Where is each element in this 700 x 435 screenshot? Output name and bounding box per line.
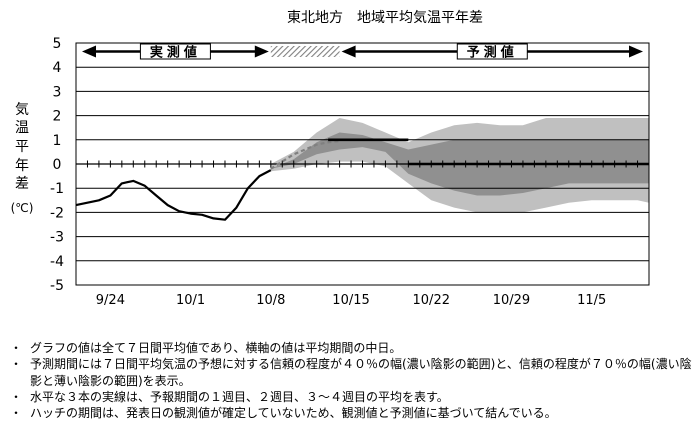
y-tick-label: 5 (53, 36, 62, 52)
note-item: ・ハッチの期間は、発表日の観測値が確定していないため、観測値と予測値に基づいて結… (10, 405, 698, 421)
hatch-period-bar (270, 46, 340, 57)
series-lines (75, 138, 649, 221)
observed-line (75, 169, 272, 221)
y-tick-label: 4 (53, 60, 62, 76)
observed-arrow-head (254, 45, 269, 58)
observed-label: 実測値 (150, 45, 201, 61)
forecast-label-box (456, 43, 528, 60)
y-tick-label: 2 (53, 109, 62, 125)
temperature-anomaly-chart: 東北地方 地域平均気温平年差 気温平年差 (℃) 実測値 予測値 5 4 3 2 1 0 -1 -… (11, 10, 650, 308)
hatch-connecting-line (270, 139, 340, 170)
note-text: 予測期間には７日間平均気温の予想に対する信頼の程度が４０％の幅(濃い陰影の範囲)… (30, 357, 692, 388)
y-tick-label: -1 (50, 181, 64, 197)
y-tick-label: 1 (53, 133, 62, 149)
x-tick-label: 10/8 (256, 293, 285, 308)
note-item: ・予測期間には７日間平均気温の予想に対する信頼の程度が４０％の幅(濃い陰影の範囲… (10, 356, 698, 389)
bullet: ・ (10, 406, 23, 421)
y-axis-label-char: 温 (15, 120, 29, 136)
forecast-arrow-head (341, 45, 356, 58)
tick-labels: 5 4 3 2 1 0 -1 -2 -3 -4 -5 9/24 10/1 10/8 10/15 10/22 10… (50, 36, 606, 308)
y-axis-label-char: 年 (15, 158, 29, 174)
forecast-arrow-head (629, 45, 643, 58)
x-tick-label: 9/24 (96, 293, 125, 308)
period-header: 実測値 予測値 (82, 43, 643, 61)
observed-label-box (139, 43, 211, 60)
y-tick-label: -4 (50, 254, 64, 270)
x-tick-label: 10/1 (176, 293, 205, 308)
chart-title: 東北地方 地域平均気温平年差 (287, 10, 483, 26)
y-axis-label: 気温平年差 (℃) (11, 102, 34, 215)
bullet: ・ (10, 389, 23, 404)
note-item: ・水平な３本の実線は、予報期間の１週目、２週目、３～４週目の平均を表す。 (10, 389, 698, 405)
y-tick-label: 0 (53, 157, 62, 173)
bullet: ・ (10, 341, 23, 355)
note-text: グラフの値は全て７日間平均値であり、横軸の値は平均期間の中日。 (30, 341, 402, 355)
y-tick-label: -3 (50, 230, 64, 246)
bullet: ・ (10, 357, 23, 372)
note-text: ハッチの期間は、発表日の観測値が確定していないため、観測値と予測値に基づいて結ん… (30, 406, 557, 421)
y-axis-label-char: 差 (15, 176, 29, 192)
x-tick-label: 11/5 (577, 293, 606, 308)
y-axis-label-char: 気 (15, 102, 29, 118)
x-tick-label: 10/22 (413, 293, 450, 308)
notes-list: ・グラフの値は全て７日間平均値であり、横軸の値は平均期間の中日。 ・予測期間には… (10, 340, 698, 421)
x-tick-label: 10/29 (493, 293, 530, 308)
observed-arrow-head (82, 45, 96, 58)
y-axis-label-char: (℃) (11, 201, 34, 215)
y-tick-label: -5 (50, 278, 64, 294)
forecast-label: 予測値 (467, 45, 518, 61)
y-tick-label: 3 (53, 84, 62, 100)
note-text: 水平な３本の実線は、予報期間の１週目、２週目、３～４週目の平均を表す。 (30, 389, 449, 404)
y-axis-label-char: 平 (15, 139, 29, 155)
x-tick-label: 10/15 (332, 293, 369, 308)
y-tick-label: -2 (50, 205, 64, 221)
note-item: ・グラフの値は全て７日間平均値であり、横軸の値は平均期間の中日。 (10, 340, 698, 356)
